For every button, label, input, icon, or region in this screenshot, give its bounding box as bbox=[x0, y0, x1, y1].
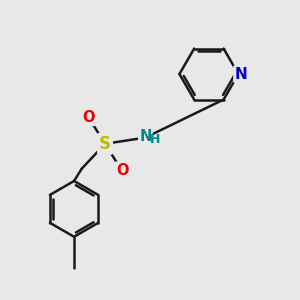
Text: O: O bbox=[116, 163, 128, 178]
Text: N: N bbox=[139, 129, 152, 144]
Text: O: O bbox=[82, 110, 94, 125]
Text: S: S bbox=[99, 135, 111, 153]
Text: N: N bbox=[234, 67, 247, 82]
Text: H: H bbox=[150, 133, 160, 146]
